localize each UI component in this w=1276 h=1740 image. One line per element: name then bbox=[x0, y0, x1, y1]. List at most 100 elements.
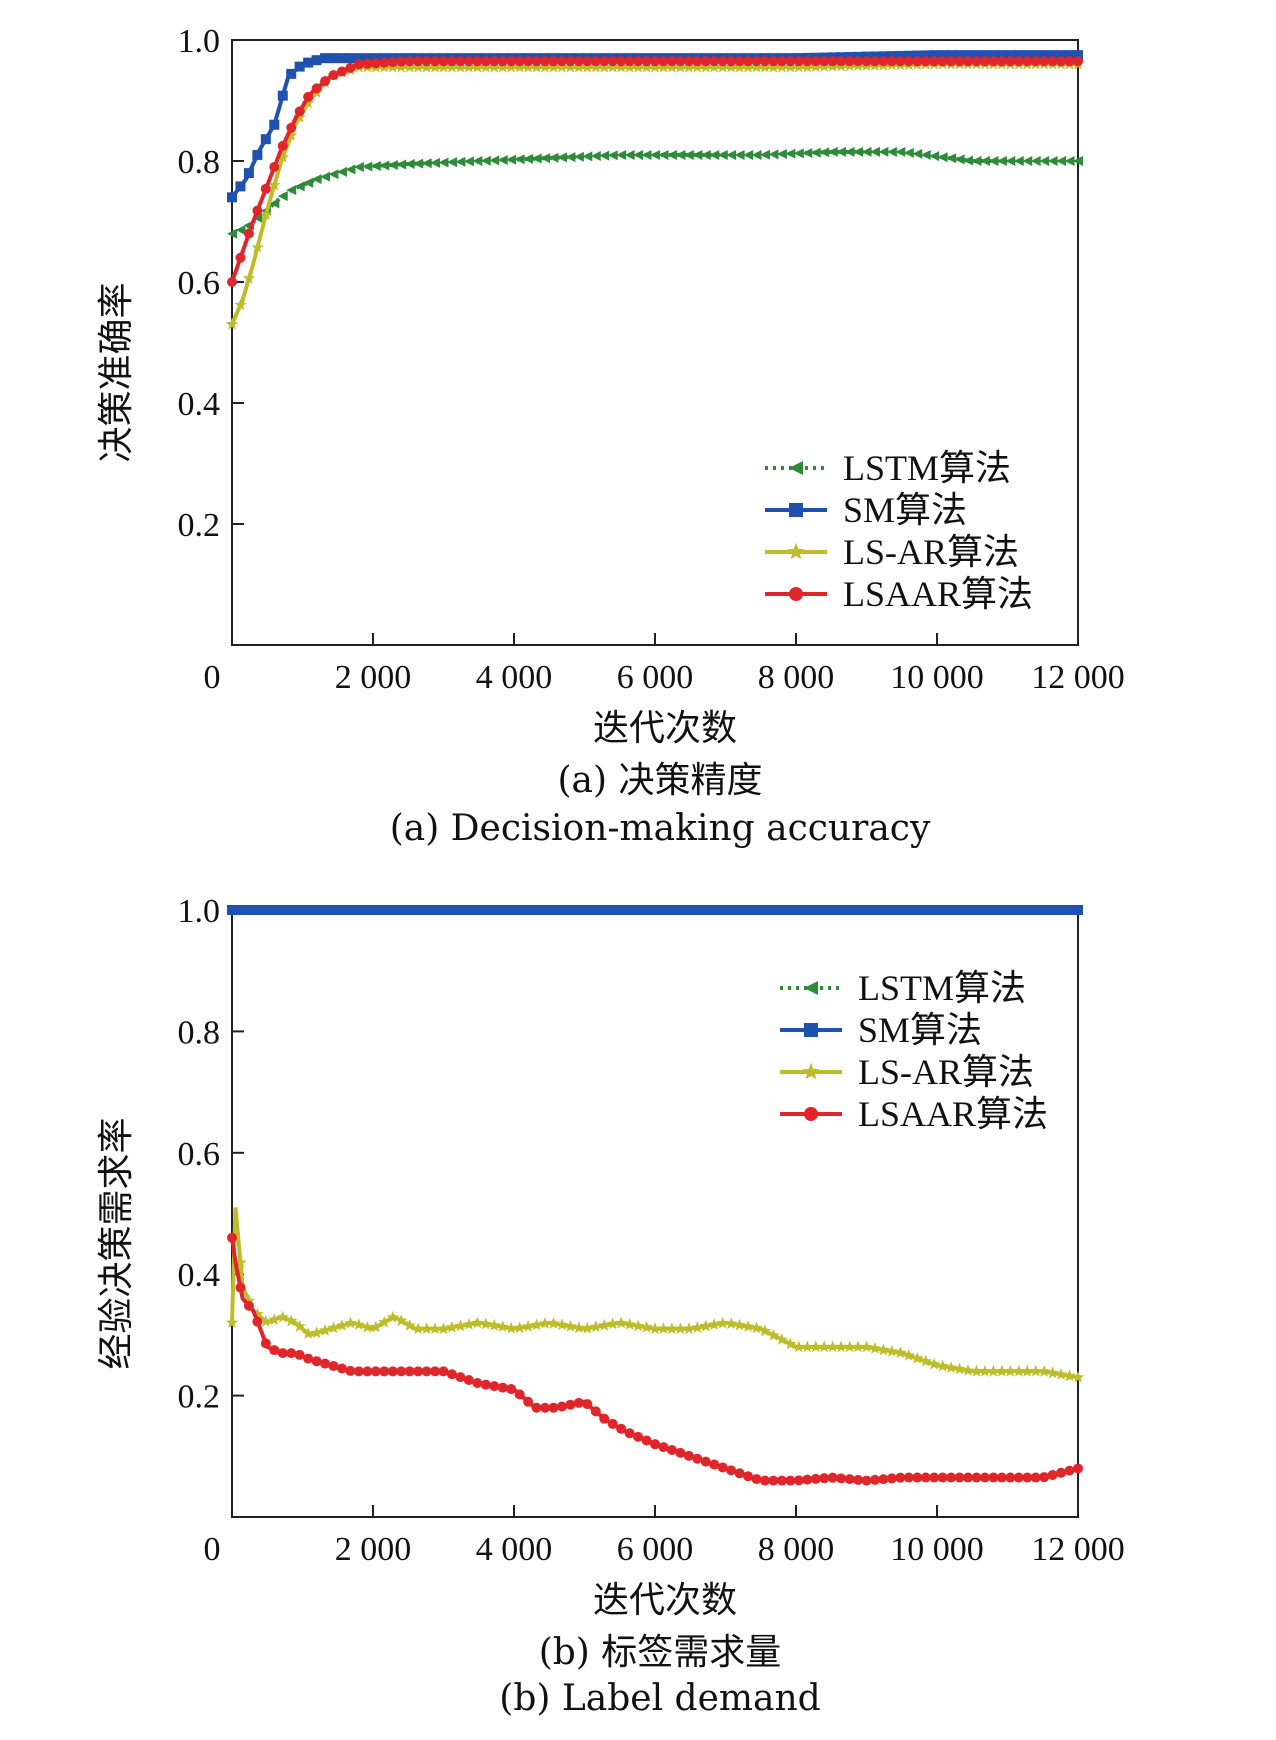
series-marker bbox=[530, 1318, 543, 1331]
series-marker bbox=[310, 1326, 323, 1339]
series-marker bbox=[894, 1346, 907, 1359]
series-marker bbox=[844, 56, 855, 67]
series-marker bbox=[276, 1310, 289, 1323]
y-axis-title: 经验决策需求率 bbox=[96, 1117, 137, 1369]
x-axis-title: 迭代次数 bbox=[593, 708, 737, 749]
series-marker bbox=[792, 1340, 805, 1353]
series-marker bbox=[733, 1318, 746, 1331]
series-marker bbox=[227, 1232, 237, 1243]
series-marker bbox=[235, 252, 246, 263]
series-marker bbox=[700, 1456, 711, 1467]
x-tick-label: 4 000 bbox=[476, 1531, 553, 1568]
series-marker bbox=[396, 1366, 407, 1377]
series-marker bbox=[616, 1423, 627, 1434]
series-marker bbox=[641, 905, 652, 915]
series-marker bbox=[573, 151, 584, 162]
series-marker bbox=[430, 1366, 441, 1377]
series-marker bbox=[844, 905, 855, 915]
series-marker bbox=[979, 905, 990, 915]
series-marker bbox=[252, 212, 263, 223]
series-marker bbox=[277, 140, 288, 151]
x-tick-label: 6 000 bbox=[617, 1531, 694, 1568]
series-marker bbox=[675, 149, 686, 160]
series-marker bbox=[954, 905, 965, 915]
series-marker bbox=[573, 905, 584, 915]
series-marker bbox=[692, 905, 703, 915]
series-marker bbox=[285, 1314, 298, 1327]
series-marker bbox=[404, 56, 415, 67]
series-marker bbox=[743, 1471, 754, 1482]
series-marker bbox=[624, 56, 635, 67]
series-marker bbox=[479, 60, 492, 73]
series-marker bbox=[328, 53, 339, 64]
series-marker bbox=[758, 60, 772, 73]
series-marker bbox=[758, 1324, 772, 1337]
series-LSAAR算法 bbox=[227, 56, 1083, 287]
series-marker bbox=[311, 1356, 322, 1367]
series-marker bbox=[607, 150, 618, 161]
series-marker bbox=[868, 1342, 882, 1354]
series-marker bbox=[793, 148, 804, 159]
series-marker bbox=[361, 1320, 374, 1333]
series-marker bbox=[320, 171, 331, 182]
series-marker bbox=[269, 1345, 280, 1356]
series-marker bbox=[963, 1472, 974, 1483]
series-marker bbox=[277, 1348, 288, 1359]
series-marker bbox=[1039, 905, 1050, 915]
legend-entry: LS-AR算法 bbox=[858, 1052, 1034, 1092]
series-marker bbox=[929, 151, 940, 162]
series-marker bbox=[717, 905, 728, 915]
series-marker bbox=[624, 905, 635, 915]
series-marker bbox=[1022, 905, 1033, 915]
series-marker bbox=[303, 1353, 314, 1364]
series-marker bbox=[413, 158, 424, 169]
series-marker bbox=[987, 1364, 1000, 1377]
series-marker bbox=[505, 1321, 518, 1334]
series-marker bbox=[768, 1475, 779, 1486]
series-line bbox=[230, 59, 1078, 283]
series-marker bbox=[455, 905, 466, 915]
series-marker bbox=[548, 56, 559, 67]
series-marker bbox=[572, 60, 585, 73]
series-marker bbox=[767, 1328, 780, 1341]
series-marker bbox=[540, 56, 551, 67]
series-marker bbox=[320, 905, 331, 915]
series-marker bbox=[589, 60, 602, 73]
series-marker bbox=[1005, 156, 1016, 166]
series-marker bbox=[556, 1401, 567, 1412]
series-marker bbox=[903, 905, 914, 915]
series-marker bbox=[734, 905, 745, 915]
series-marker bbox=[633, 149, 644, 160]
series-marker bbox=[531, 905, 542, 915]
series-marker bbox=[792, 60, 805, 73]
series-marker bbox=[919, 1354, 932, 1367]
series-marker bbox=[479, 1317, 492, 1330]
series-marker bbox=[260, 905, 271, 915]
series-marker bbox=[590, 150, 601, 161]
series-marker bbox=[489, 1381, 500, 1392]
series-marker bbox=[682, 60, 695, 73]
series-marker bbox=[227, 228, 237, 239]
series-marker bbox=[827, 1472, 838, 1483]
series-marker bbox=[709, 56, 720, 67]
series-marker bbox=[785, 56, 796, 67]
series-marker bbox=[937, 152, 948, 163]
series-marker bbox=[726, 1465, 737, 1476]
series-marker bbox=[547, 1317, 560, 1329]
series-marker bbox=[497, 154, 508, 165]
series-marker bbox=[979, 1472, 990, 1483]
series-marker bbox=[286, 1348, 297, 1359]
series-marker bbox=[1030, 156, 1041, 166]
series-marker bbox=[362, 161, 373, 172]
series-marker bbox=[259, 1315, 272, 1327]
series-marker bbox=[590, 1406, 601, 1417]
series-marker bbox=[1022, 1472, 1033, 1483]
series-marker bbox=[743, 149, 754, 160]
series-marker bbox=[971, 156, 982, 166]
series-marker bbox=[666, 149, 677, 160]
series-marker bbox=[675, 1447, 686, 1458]
series-marker bbox=[861, 56, 872, 67]
series-SM算法 bbox=[227, 50, 1083, 203]
series-marker bbox=[700, 905, 711, 915]
